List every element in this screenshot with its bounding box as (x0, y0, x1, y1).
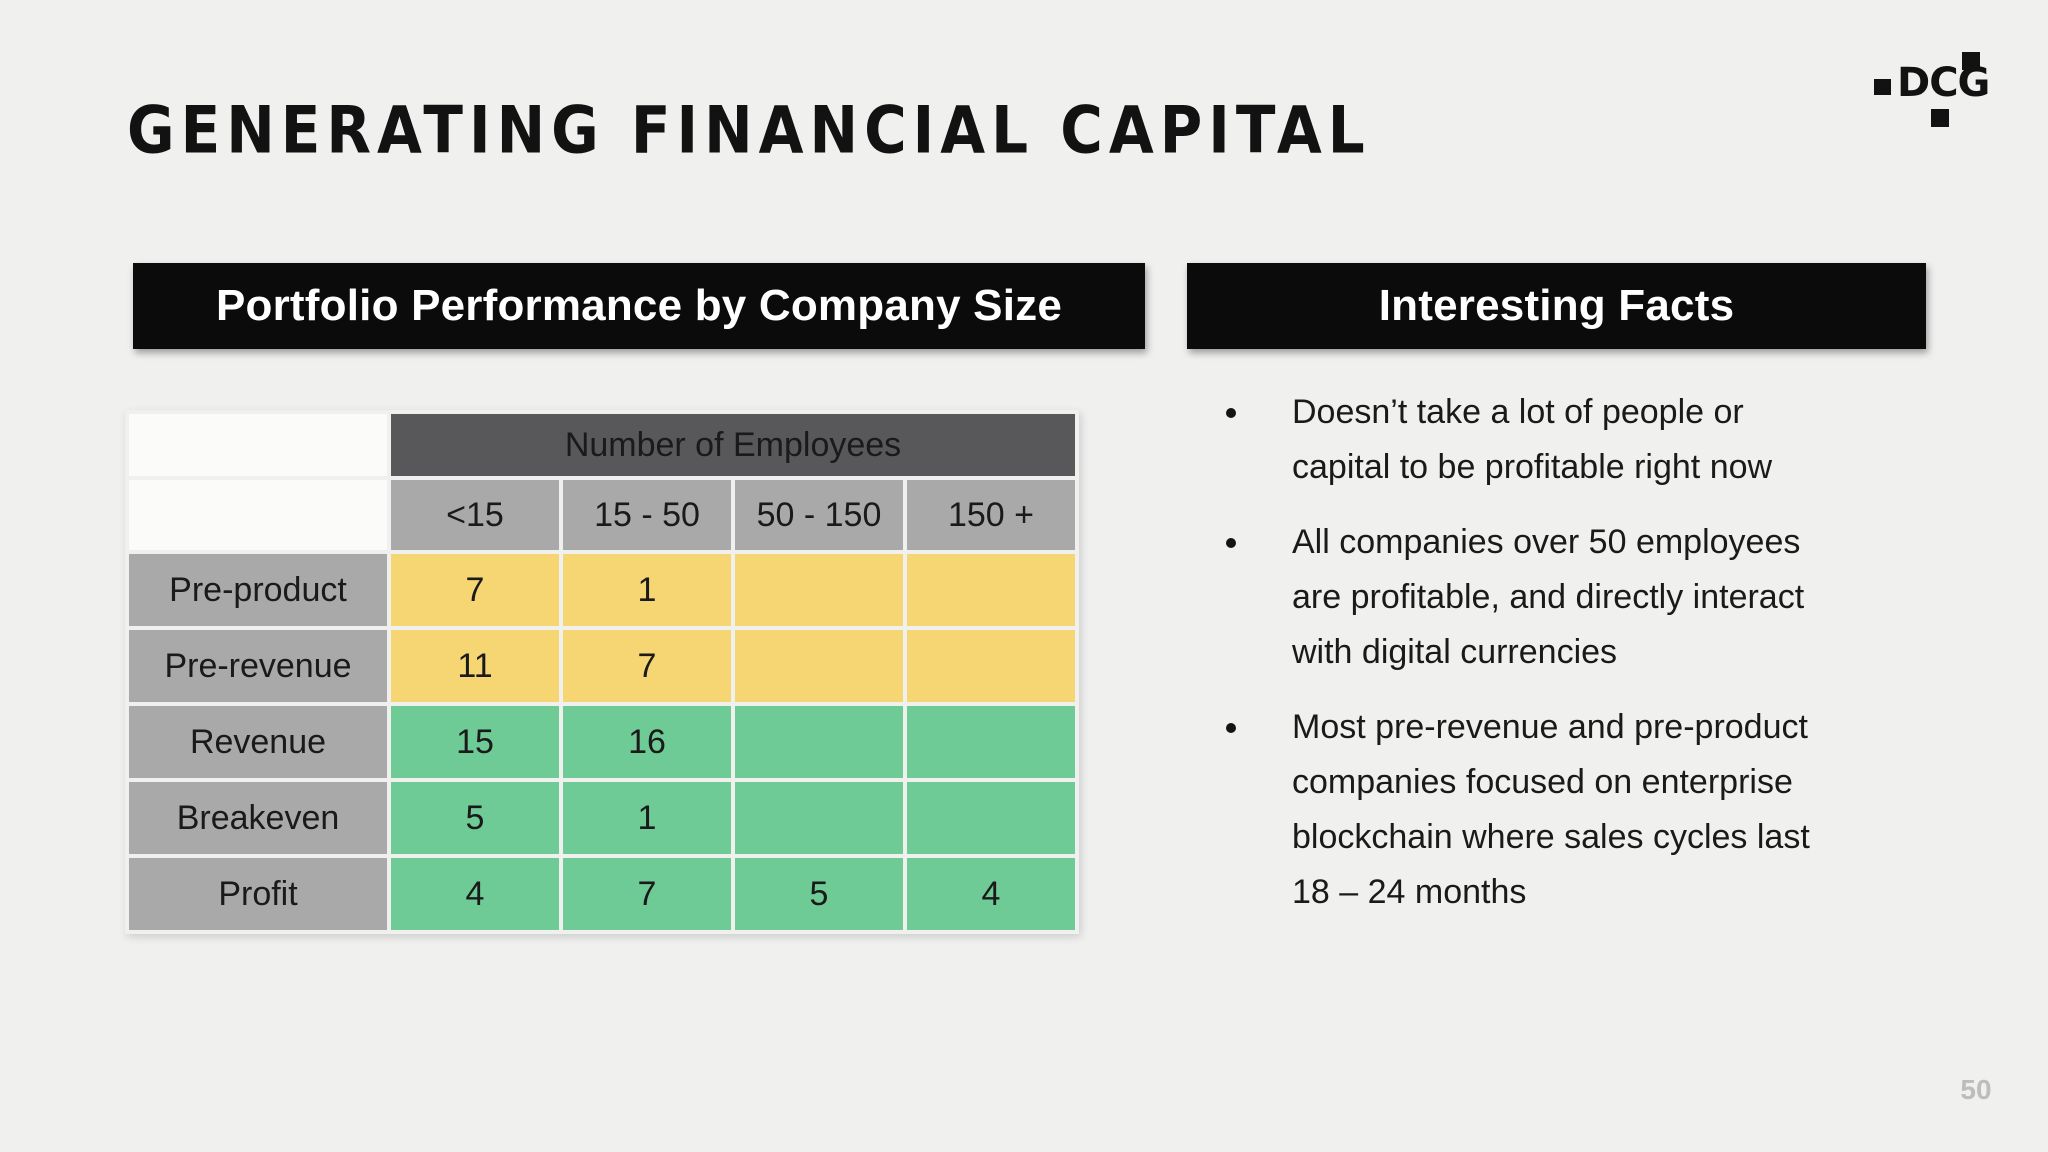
table-cell: 4 (391, 858, 559, 930)
bullet-dot-icon (1226, 723, 1236, 733)
table-cell: 16 (563, 706, 731, 778)
column-header: 15 - 50 (563, 480, 731, 550)
fact-line: All companies over 50 employees (1292, 523, 1801, 561)
fact-line: with digital currencies (1292, 633, 1618, 671)
table-cell (735, 554, 903, 626)
table-row-revenue: Revenue 15 16 (129, 706, 1075, 778)
fact-line: 18 – 24 months (1292, 873, 1527, 911)
fact-line: blockchain where sales cycles last (1292, 818, 1810, 856)
table-cell: 11 (391, 630, 559, 702)
column-header: 150 + (907, 480, 1075, 550)
table-row-pre-revenue: Pre-revenue 11 7 (129, 630, 1075, 702)
table-cell (907, 630, 1075, 702)
table-row-pre-product: Pre-product 7 1 (129, 554, 1075, 626)
logo-text: DCG (1897, 60, 1990, 106)
fact-line: capital to be profitable right now (1292, 448, 1773, 486)
table-cell: 4 (907, 858, 1075, 930)
table-row-breakeven: Breakeven 5 1 (129, 782, 1075, 854)
table-corner-blank (129, 480, 387, 550)
table-corner-blank (129, 414, 387, 476)
row-label: Pre-product (129, 554, 387, 626)
bullet-dot-icon (1226, 408, 1236, 418)
table-cell (907, 706, 1075, 778)
table-cell: 7 (563, 630, 731, 702)
fact-text: Most pre-revenue and pre-product compani… (1292, 700, 1810, 920)
fact-bullet-item: Most pre-revenue and pre-product compani… (1226, 700, 1966, 920)
dcg-logo: DCG (1874, 52, 2019, 132)
table-cell: 15 (391, 706, 559, 778)
bullet-dot-icon (1226, 538, 1236, 548)
column-header: 50 - 150 (735, 480, 903, 550)
table-cell (735, 706, 903, 778)
table-row-profit: Profit 4 7 5 4 (129, 858, 1075, 930)
portfolio-section-header: Portfolio Performance by Company Size (133, 263, 1145, 349)
logo-square-bottom-icon (1931, 109, 1949, 127)
logo-square-top-icon (1962, 52, 1980, 70)
column-group-header: Number of Employees (391, 414, 1075, 476)
table-cell: 1 (563, 554, 731, 626)
table-cell (907, 782, 1075, 854)
portfolio-performance-table: Number of Employees <15 15 - 50 50 - 150… (125, 410, 1079, 934)
logo-square-left-icon (1874, 79, 1891, 95)
table-cell: 5 (735, 858, 903, 930)
row-label: Profit (129, 858, 387, 930)
table-column-header-row: <15 15 - 50 50 - 150 150 + (129, 480, 1075, 550)
table-group-header-row: Number of Employees (129, 414, 1075, 476)
table-cell: 7 (391, 554, 559, 626)
fact-line: Most pre-revenue and pre-product (1292, 708, 1808, 746)
fact-bullet-item: All companies over 50 employees are prof… (1226, 515, 1966, 680)
fact-bullet-item: Doesn’t take a lot of people or capital … (1226, 385, 1966, 495)
table-cell (735, 782, 903, 854)
table-cell (735, 630, 903, 702)
table-cell: 7 (563, 858, 731, 930)
fact-line: companies focused on enterprise (1292, 763, 1793, 801)
column-header: <15 (391, 480, 559, 550)
fact-line: are profitable, and directly interact (1292, 578, 1805, 616)
slide-title: GENERATING FINANCIAL CAPITAL (127, 92, 1371, 169)
fact-line: Doesn’t take a lot of people or (1292, 393, 1744, 431)
row-label: Revenue (129, 706, 387, 778)
page-number: 50 (1960, 1074, 1992, 1105)
facts-section-header: Interesting Facts (1187, 263, 1926, 349)
table-cell: 5 (391, 782, 559, 854)
fact-text: All companies over 50 employees are prof… (1292, 515, 1804, 680)
table-cell (907, 554, 1075, 626)
fact-text: Doesn’t take a lot of people or capital … (1292, 385, 1772, 495)
table-cell: 1 (563, 782, 731, 854)
row-label: Pre-revenue (129, 630, 387, 702)
row-label: Breakeven (129, 782, 387, 854)
interesting-facts-list: Doesn’t take a lot of people or capital … (1226, 385, 1966, 940)
